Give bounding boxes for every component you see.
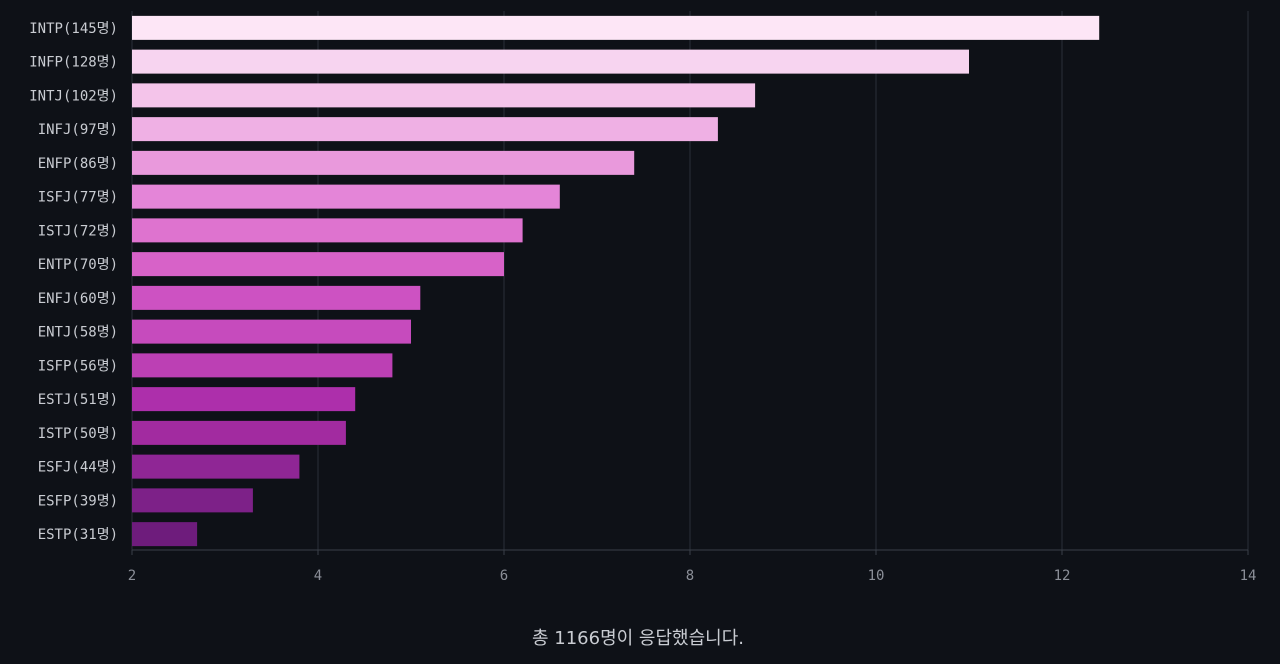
category-label: INFP(128명): [29, 55, 118, 71]
category-label: ESFP(39명): [38, 493, 118, 509]
bar-infj[interactable]: [132, 117, 718, 142]
bar-estp[interactable]: [132, 522, 198, 547]
category-label: ESFJ(44명): [38, 460, 118, 476]
bar-intj[interactable]: [132, 83, 756, 108]
bar-esfp[interactable]: [132, 488, 253, 513]
bar-estj[interactable]: [132, 387, 356, 412]
x-tick-label: 8: [686, 568, 694, 584]
category-label: ISTJ(72명): [38, 223, 118, 239]
bar-enfj[interactable]: [132, 285, 421, 310]
category-label: INTJ(102명): [29, 88, 118, 104]
category-label: ENTP(70명): [38, 257, 118, 273]
category-label: ENFP(86명): [38, 156, 118, 172]
category-label: ESTP(31명): [38, 527, 118, 543]
x-tick-label: 10: [868, 568, 885, 584]
x-tick-label: 14: [1240, 568, 1257, 584]
bar-isfp[interactable]: [132, 353, 393, 378]
bar-entj[interactable]: [132, 319, 411, 344]
bar-infp[interactable]: [132, 49, 969, 74]
category-label: INTP(145명): [29, 21, 118, 37]
category-label: INFJ(97명): [38, 122, 118, 138]
x-tick-label: 6: [500, 568, 508, 584]
bar-isfj[interactable]: [132, 184, 560, 209]
category-label: ISFJ(77명): [38, 190, 118, 206]
bar-istj[interactable]: [132, 218, 523, 243]
bar-esfj[interactable]: [132, 454, 300, 479]
category-label: ISFP(56명): [38, 358, 118, 374]
bar-istp[interactable]: [132, 420, 346, 445]
category-label: ENFJ(60명): [38, 291, 118, 307]
bar-intp[interactable]: [132, 15, 1100, 40]
x-tick-label: 2: [128, 568, 136, 584]
bar-entp[interactable]: [132, 252, 504, 277]
x-tick-label: 12: [1054, 568, 1071, 584]
category-label: ESTJ(51명): [38, 392, 118, 408]
category-label: ENTJ(58명): [38, 325, 118, 341]
bar-enfp[interactable]: [132, 150, 635, 175]
x-tick-label: 4: [314, 568, 322, 584]
chart-caption: 총 1166명이 응답했습니다.: [531, 628, 744, 649]
category-label: ISTP(50명): [38, 426, 118, 442]
